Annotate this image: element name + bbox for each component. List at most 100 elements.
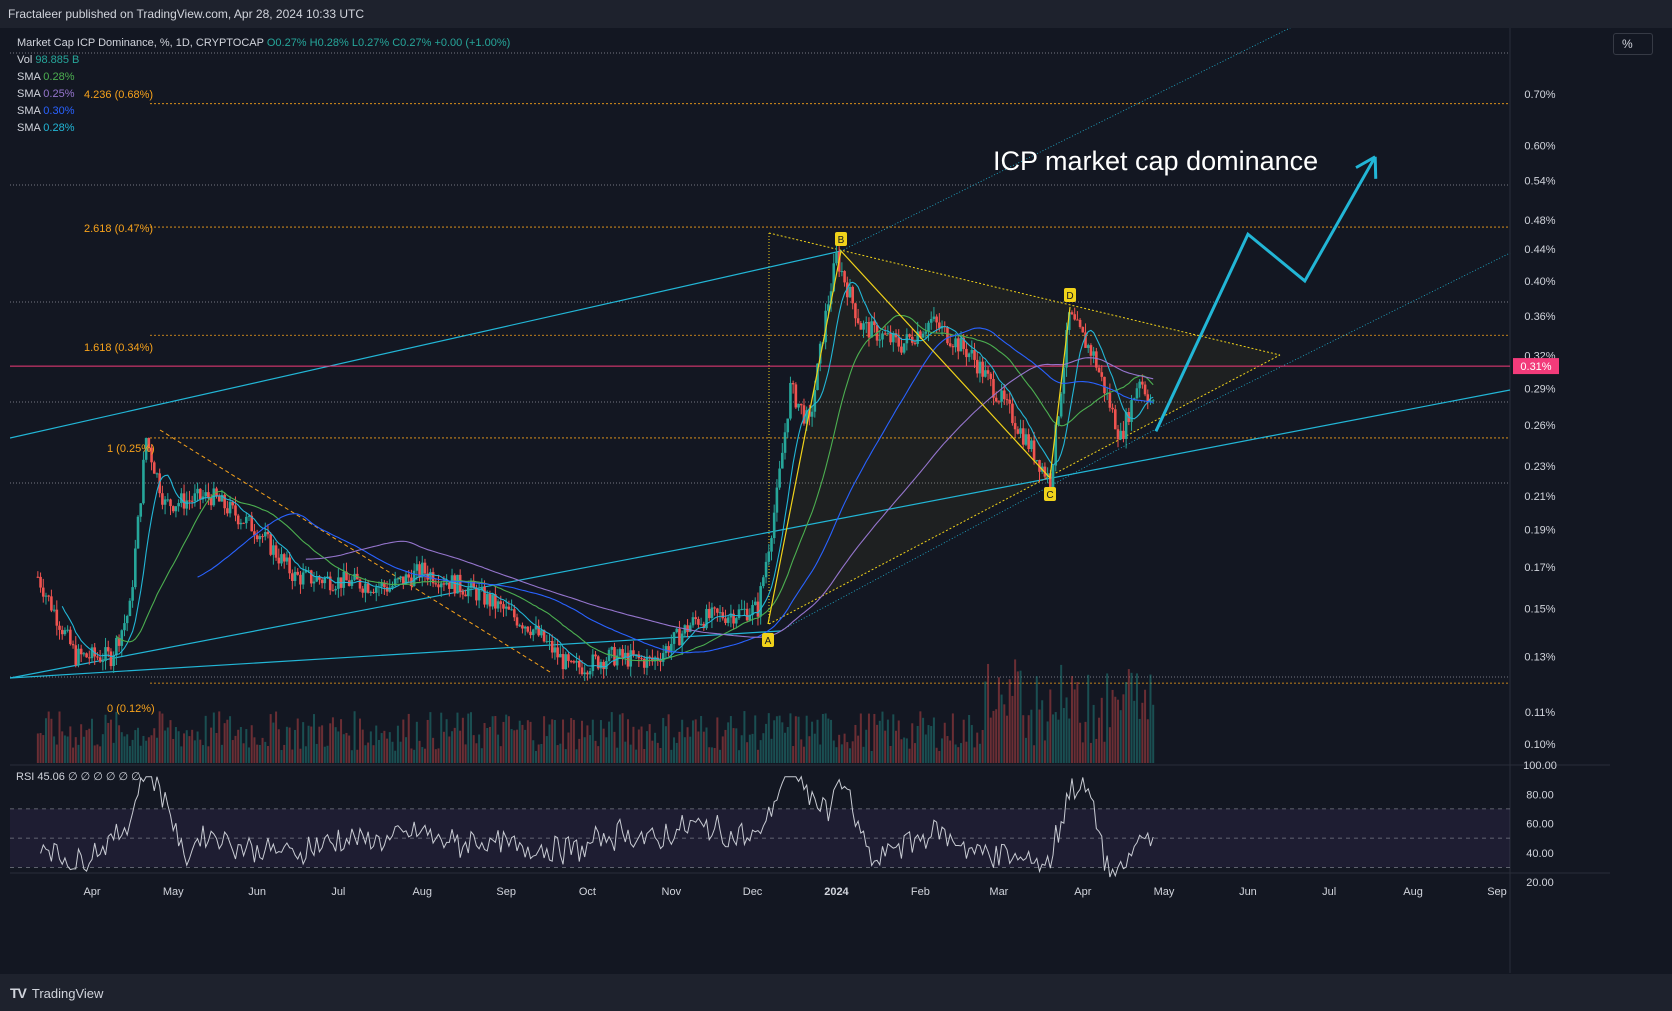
fib-label[interactable]: 1 (0.25%) bbox=[107, 443, 155, 455]
volume-bar bbox=[302, 722, 305, 763]
chart-panel[interactable]: A B C D 0.70% 0.60% 0.54% 0.48% 0.44% 0.40% 0.36% 0… bbox=[10, 28, 1610, 973]
price-chart[interactable]: A B C D 0.70% 0.60% 0.54% 0.48% 0.44% 0.40% 0.36% 0… bbox=[10, 28, 1610, 973]
pattern-point-marker bbox=[835, 232, 847, 246]
sma-line bbox=[116, 314, 1154, 662]
volume-bar bbox=[294, 729, 297, 763]
candle-body bbox=[1086, 345, 1090, 348]
candle-body bbox=[1051, 465, 1055, 489]
candle-body bbox=[369, 591, 373, 593]
candle-body bbox=[185, 500, 189, 509]
sma-label[interactable]: SMA bbox=[17, 105, 41, 117]
candle-body bbox=[973, 350, 976, 360]
symbol-title[interactable]: Market Cap ICP Dominance, %, 1D, CRYPTOC… bbox=[17, 37, 264, 49]
volume-bar bbox=[675, 742, 678, 763]
volume-bar bbox=[147, 737, 150, 763]
fib-label[interactable]: 4.236 (0.68%) bbox=[84, 89, 154, 101]
percent-scale-button[interactable]: % bbox=[1613, 33, 1653, 55]
annotation-title[interactable]: ICP market cap dominance bbox=[993, 146, 1319, 176]
candle-body bbox=[1013, 423, 1017, 430]
volume-bar bbox=[559, 743, 562, 763]
candle-body bbox=[534, 625, 538, 630]
volume-bar bbox=[721, 736, 724, 763]
volume-bar bbox=[1152, 704, 1155, 763]
sma-value: 0.25% bbox=[43, 88, 75, 100]
candle-body bbox=[1084, 332, 1087, 348]
rsi-axis-tick: 20.00 bbox=[1526, 877, 1554, 889]
volume-bar bbox=[82, 736, 85, 763]
volume-bar bbox=[981, 729, 984, 763]
volume-bar bbox=[1046, 721, 1049, 763]
candle-body bbox=[280, 554, 283, 564]
volume-bar bbox=[386, 738, 389, 763]
price-axis-tick: 0.26% bbox=[1524, 420, 1555, 432]
candle-body bbox=[873, 321, 876, 326]
volume-label[interactable]: Vol bbox=[17, 54, 33, 66]
candle-body bbox=[697, 619, 700, 625]
volume-bar bbox=[759, 740, 762, 763]
volume-bar bbox=[932, 717, 935, 763]
volume-bar bbox=[459, 730, 462, 763]
volume-bar bbox=[1019, 670, 1022, 763]
volume-bar bbox=[667, 714, 670, 763]
volume-bar bbox=[1011, 695, 1014, 763]
candle-body bbox=[163, 499, 167, 505]
volume-bar bbox=[120, 732, 123, 763]
candle-body bbox=[180, 493, 183, 504]
candle-body bbox=[938, 322, 941, 329]
volume-bar bbox=[886, 719, 889, 763]
candle-body bbox=[1095, 351, 1098, 368]
volume-bar bbox=[645, 731, 648, 763]
volume-bar bbox=[323, 746, 326, 763]
volume-bar bbox=[599, 720, 602, 763]
candle-body bbox=[439, 583, 443, 588]
tradingview-logo-icon: TV bbox=[10, 985, 27, 1001]
fib-label[interactable]: 1.618 (0.34%) bbox=[84, 342, 154, 354]
volume-bar bbox=[580, 720, 583, 763]
time-axis-tick: Aug bbox=[412, 886, 432, 898]
volume-bar bbox=[564, 749, 567, 763]
volume-bar bbox=[204, 715, 207, 763]
sma-label[interactable]: SMA bbox=[17, 122, 41, 134]
fib-label[interactable]: 0 (0.12%) bbox=[107, 703, 155, 715]
candle-body bbox=[155, 473, 159, 475]
volume-bar bbox=[63, 735, 66, 763]
volume-bar bbox=[396, 725, 399, 763]
candle-body bbox=[935, 316, 938, 323]
candle-body bbox=[1113, 409, 1117, 430]
candle-body bbox=[816, 363, 819, 391]
volume-bar bbox=[377, 739, 380, 763]
volume-bar bbox=[461, 717, 464, 763]
volume-bar bbox=[207, 746, 210, 763]
candle-body bbox=[564, 654, 568, 670]
volume-bar bbox=[651, 740, 654, 763]
volume-bar bbox=[96, 744, 99, 763]
volume-bar bbox=[101, 734, 104, 763]
volume-bar bbox=[997, 677, 1000, 763]
candle-body bbox=[962, 337, 965, 349]
volume-bar bbox=[878, 720, 881, 763]
volume-bar bbox=[478, 734, 481, 763]
volume-bar bbox=[472, 735, 475, 763]
time-axis-tick: Jul bbox=[331, 886, 345, 898]
candle-body bbox=[366, 583, 370, 593]
candle-body bbox=[104, 647, 107, 661]
candle-body bbox=[518, 625, 522, 627]
sma-label[interactable]: SMA bbox=[17, 88, 41, 100]
volume-bar bbox=[245, 729, 248, 763]
candle-body bbox=[756, 601, 760, 617]
candle-body bbox=[171, 506, 175, 512]
candle-body bbox=[437, 584, 440, 588]
candle-body bbox=[678, 628, 681, 646]
volume-bar bbox=[196, 731, 199, 763]
candle-body bbox=[724, 618, 727, 623]
volume-bar bbox=[350, 750, 353, 763]
candle-body bbox=[144, 438, 148, 460]
fib-label[interactable]: 2.618 (0.47%) bbox=[84, 223, 154, 235]
sma-label[interactable]: SMA bbox=[17, 71, 41, 83]
candle-body bbox=[1143, 384, 1147, 395]
tradingview-logo[interactable]: TV TradingView bbox=[10, 985, 104, 1001]
candle-body bbox=[242, 522, 245, 524]
candle-body bbox=[448, 582, 451, 589]
sma-line bbox=[61, 281, 1154, 668]
volume-bar bbox=[177, 731, 180, 763]
